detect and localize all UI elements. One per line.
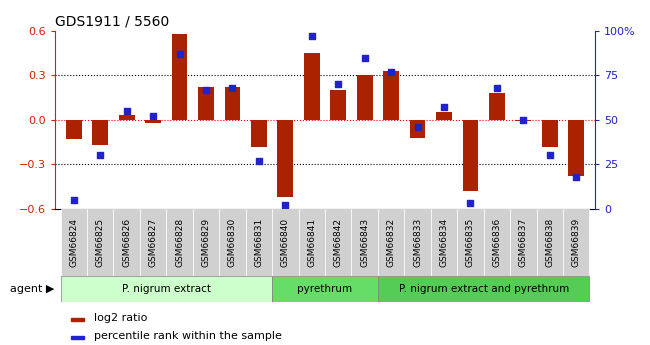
Bar: [219, 209, 246, 276]
Bar: [114, 209, 140, 276]
Point: [545, 152, 555, 158]
Point: [254, 158, 264, 164]
Text: GSM66827: GSM66827: [149, 218, 157, 267]
Point: [359, 55, 370, 60]
Bar: [510, 209, 536, 276]
Point: [412, 124, 423, 130]
Bar: [87, 209, 114, 276]
Text: percentile rank within the sample: percentile rank within the sample: [94, 331, 282, 341]
Text: GSM66824: GSM66824: [70, 218, 78, 267]
Bar: [66, 120, 82, 139]
Text: GSM66832: GSM66832: [387, 218, 396, 267]
Bar: [246, 209, 272, 276]
Text: GSM66836: GSM66836: [493, 218, 501, 267]
Text: GSM66835: GSM66835: [466, 218, 475, 267]
Bar: [484, 209, 510, 276]
Text: GDS1911 / 5560: GDS1911 / 5560: [55, 14, 170, 29]
Point: [439, 105, 449, 110]
Text: GSM66833: GSM66833: [413, 218, 422, 267]
Bar: [298, 209, 325, 276]
Bar: [119, 116, 135, 120]
Text: GSM66840: GSM66840: [281, 218, 290, 267]
Bar: [304, 53, 320, 120]
Text: GSM66843: GSM66843: [360, 218, 369, 267]
Point: [465, 201, 476, 206]
Bar: [72, 336, 84, 339]
Bar: [60, 209, 87, 276]
Bar: [325, 209, 352, 276]
Text: P. nigrum extract: P. nigrum extract: [122, 284, 211, 294]
Text: GSM66842: GSM66842: [333, 218, 343, 267]
Bar: [536, 209, 563, 276]
Bar: [568, 120, 584, 176]
Bar: [330, 90, 346, 120]
Point: [491, 85, 502, 91]
Text: GSM66825: GSM66825: [96, 218, 105, 267]
Point: [201, 87, 211, 92]
Bar: [489, 93, 505, 120]
Bar: [172, 34, 187, 120]
Bar: [198, 87, 214, 120]
Bar: [272, 276, 378, 302]
Point: [148, 114, 159, 119]
Bar: [193, 209, 219, 276]
Bar: [145, 120, 161, 123]
Bar: [431, 209, 457, 276]
Point: [518, 117, 528, 122]
Bar: [278, 120, 293, 197]
Bar: [357, 76, 372, 120]
Bar: [436, 112, 452, 120]
Point: [333, 82, 343, 87]
Point: [227, 85, 238, 91]
Bar: [515, 120, 531, 121]
Point: [68, 197, 79, 203]
Bar: [140, 209, 166, 276]
Bar: [166, 209, 193, 276]
Bar: [542, 120, 558, 147]
Text: GSM66829: GSM66829: [202, 218, 211, 267]
Bar: [563, 209, 590, 276]
Text: log2 ratio: log2 ratio: [94, 313, 148, 323]
Bar: [272, 209, 298, 276]
Bar: [251, 120, 266, 147]
Text: GSM66830: GSM66830: [228, 218, 237, 267]
Point: [122, 108, 132, 114]
Text: P. nigrum extract and pyrethrum: P. nigrum extract and pyrethrum: [398, 284, 569, 294]
Point: [174, 51, 185, 57]
Bar: [404, 209, 431, 276]
Text: GSM66826: GSM66826: [122, 218, 131, 267]
Point: [307, 33, 317, 39]
Bar: [384, 71, 399, 120]
Bar: [72, 318, 84, 321]
Text: GSM66839: GSM66839: [572, 218, 580, 267]
Point: [280, 203, 291, 208]
Point: [386, 69, 396, 75]
Text: GSM66831: GSM66831: [254, 218, 263, 267]
Text: pyrethrum: pyrethrum: [298, 284, 352, 294]
Point: [95, 152, 105, 158]
Bar: [378, 209, 404, 276]
Text: GSM66841: GSM66841: [307, 218, 317, 267]
Bar: [352, 209, 378, 276]
Text: agent ▶: agent ▶: [10, 284, 54, 294]
Bar: [410, 120, 426, 138]
Point: [571, 174, 582, 179]
Bar: [378, 276, 590, 302]
Text: GSM66828: GSM66828: [175, 218, 184, 267]
Bar: [457, 209, 484, 276]
Bar: [60, 276, 272, 302]
Text: GSM66838: GSM66838: [545, 218, 554, 267]
Text: GSM66837: GSM66837: [519, 218, 528, 267]
Text: GSM66834: GSM66834: [439, 218, 448, 267]
Bar: [92, 120, 108, 145]
Bar: [463, 120, 478, 191]
Bar: [224, 87, 240, 120]
